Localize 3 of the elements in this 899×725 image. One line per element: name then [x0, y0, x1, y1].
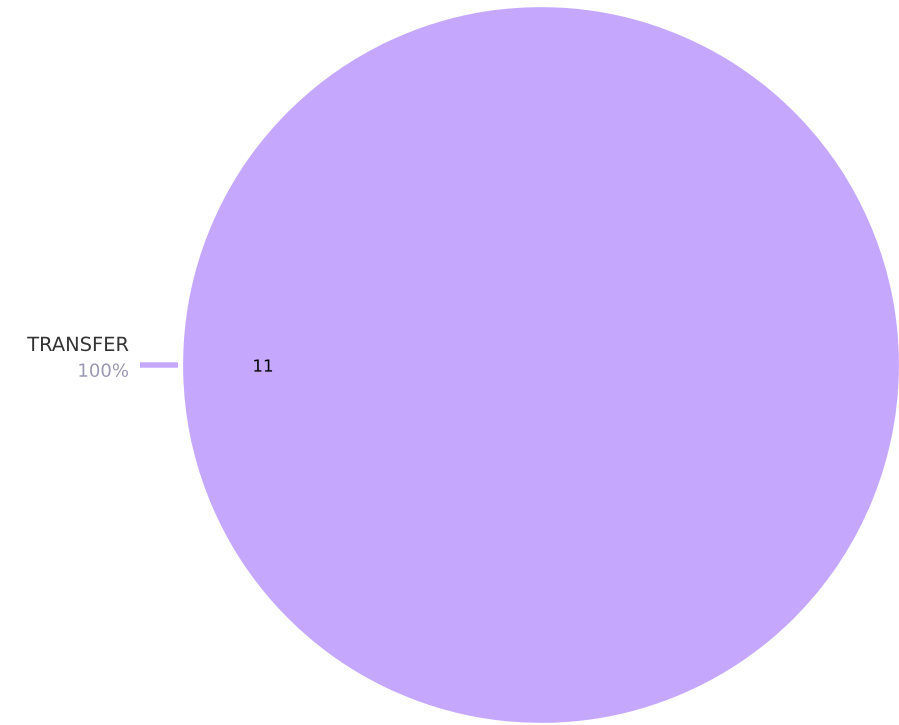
data-label: 11: [254, 359, 272, 372]
slice-label: TRANSFER: [27, 336, 128, 352]
text: 100%: [79, 363, 128, 377]
